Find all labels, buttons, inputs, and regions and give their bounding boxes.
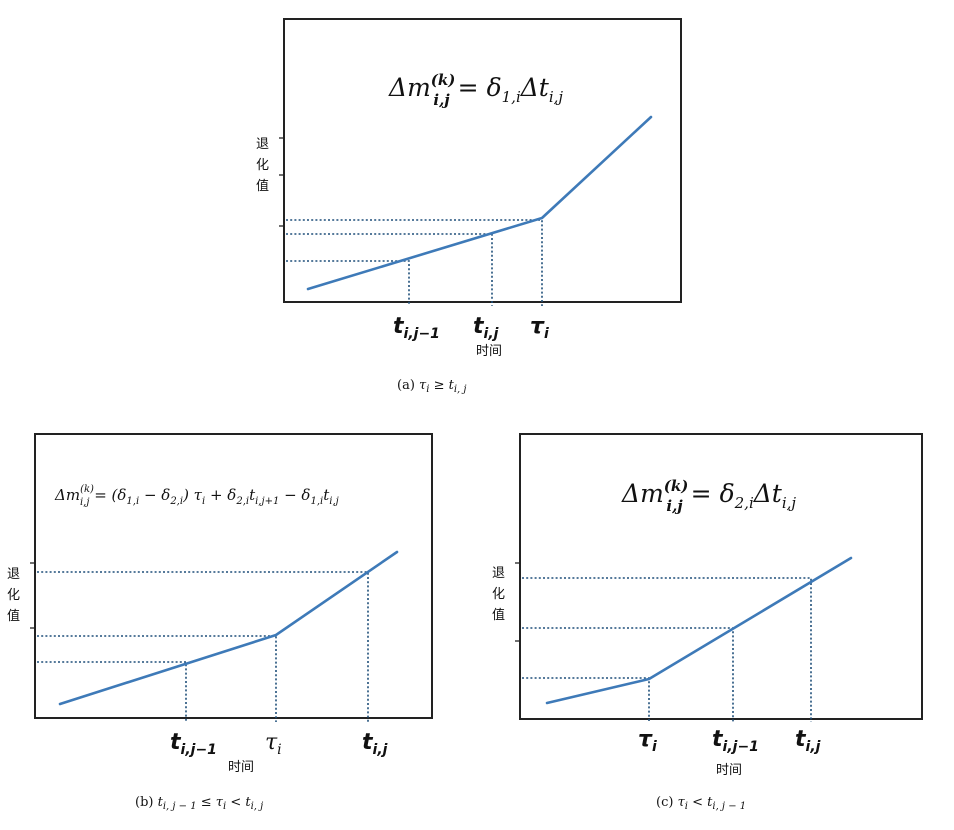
panel-b-ylabel-1: 退 bbox=[7, 567, 20, 582]
panel-c-guide-tj1 bbox=[522, 627, 734, 722]
panel-b-tick-tj1: ti,j−1 bbox=[170, 730, 217, 758]
panel-b-tick-tj: ti,j bbox=[362, 730, 388, 758]
panel-c: Δm(k) i,j = δ2,iΔti,j 退 化 值 τi ti,j−1 ti,… bbox=[492, 433, 923, 812]
panel-a-tick-tau: τi bbox=[530, 314, 549, 342]
panel-b-ylabel-2: 化 bbox=[7, 588, 20, 603]
panel-a-frame bbox=[283, 18, 682, 303]
panel-a-guide-tj1 bbox=[286, 260, 410, 306]
panel-c-ylabel-1: 退 bbox=[492, 566, 505, 581]
panel-b-formula: Δm(k) i,j = (δ1,i − δ2,i) τi + δ2,iti,j+1… bbox=[54, 484, 339, 508]
panel-c-formula: Δm(k) i,j = δ2,iΔti,j bbox=[621, 477, 796, 515]
panel-b-frame bbox=[34, 433, 433, 719]
panel-c-curve bbox=[545, 556, 853, 705]
panel-a-xlabel: 时间 bbox=[476, 344, 502, 359]
panel-a-guide-tau bbox=[286, 219, 543, 306]
panel-b-ylabel-3: 值 bbox=[7, 608, 20, 624]
panel-a-curve bbox=[306, 115, 653, 291]
panel-c-tick-tau: τi bbox=[638, 727, 657, 755]
panel-c-caption: (c) τi < ti, j − 1 bbox=[656, 795, 746, 812]
panel-a-tick-tj1: ti,j−1 bbox=[393, 314, 440, 342]
panel-c-tick-tj1: ti,j−1 bbox=[712, 727, 759, 755]
panel-c-ylabel-3: 值 bbox=[492, 607, 505, 623]
panel-a-ylabel-3: 值 bbox=[256, 178, 269, 194]
panel-b-guide-tj bbox=[37, 571, 369, 722]
panel-c-frame bbox=[519, 433, 923, 720]
panel-c-tick-tj: ti,j bbox=[795, 727, 821, 755]
panel-c-ylabel-2: 化 bbox=[492, 587, 505, 602]
panel-b-caption: (b) ti, j − 1 ≤ τi < ti, j bbox=[135, 795, 263, 812]
panel-b-curve bbox=[58, 550, 399, 706]
panel-a-caption: (a) τi ≥ ti, j bbox=[397, 378, 467, 395]
panel-a-ylabel-2: 化 bbox=[256, 158, 269, 173]
panel-a-tick-tj: ti,j bbox=[473, 314, 499, 342]
panel-a-formula: Δm(k) i,j = δ1,iΔti,j bbox=[388, 71, 563, 109]
panel-b: Δm(k) i,j = (δ1,i − δ2,i) τi + δ2,iti,j+1… bbox=[7, 433, 433, 812]
panel-b-guide-tau bbox=[37, 635, 277, 722]
panel-b-xlabel: 时间 bbox=[228, 760, 254, 775]
panel-b-guide-tj1 bbox=[37, 661, 187, 722]
panel-c-xlabel: 时间 bbox=[716, 763, 742, 778]
panel-a-guide-tj bbox=[286, 233, 493, 306]
panel-b-tick-tau: τi bbox=[265, 730, 282, 758]
panel-c-guide-tj bbox=[522, 577, 812, 722]
panel-a-ylabel-1: 退 bbox=[256, 137, 269, 152]
panel-a: Δm(k) i,j = δ1,iΔti,j 退 化 值 ti,j−1 ti,j τ… bbox=[256, 18, 682, 395]
